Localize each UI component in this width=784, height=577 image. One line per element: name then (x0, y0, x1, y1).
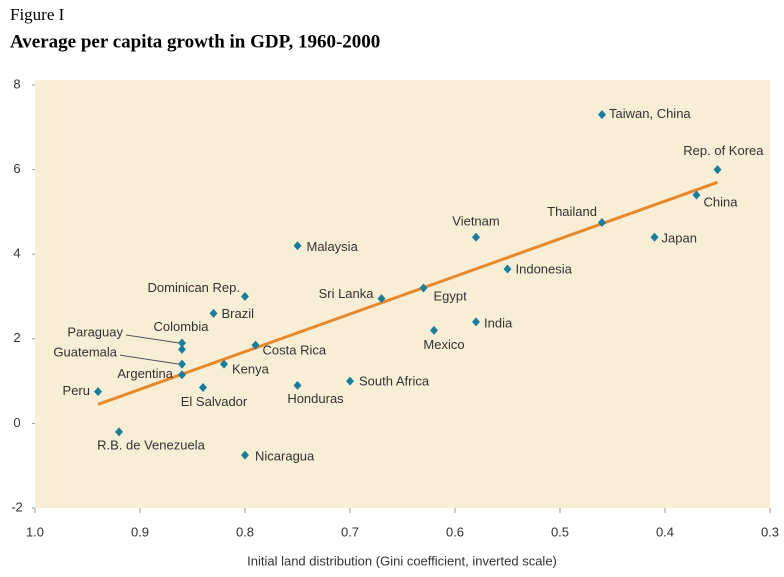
y-tick-label: 0 (13, 415, 20, 430)
point-label: Brazil (222, 306, 255, 321)
point (598, 110, 606, 120)
x-tick-label: 0.5 (551, 524, 569, 539)
point-label: Rep. of Korea (683, 143, 764, 158)
point (293, 241, 302, 251)
point-label: Indonesia (516, 261, 573, 276)
leader-line (119, 354, 180, 365)
point (199, 382, 207, 392)
point (472, 317, 480, 327)
point-label: Paraguay (67, 324, 123, 339)
point-label: Japan (662, 231, 697, 246)
point (713, 165, 722, 175)
point (692, 190, 701, 200)
point (94, 387, 102, 397)
y-tick-label: -2 (11, 499, 23, 514)
point-label: Kenya (232, 362, 270, 377)
point (241, 450, 249, 460)
point-label: Mexico (423, 337, 464, 352)
point-label: Argentina (117, 366, 173, 381)
point-label: Sri Lanka (319, 286, 375, 301)
point-label: Guatemala (53, 345, 117, 360)
point (430, 325, 438, 335)
point (115, 427, 123, 437)
point (209, 308, 218, 318)
point (419, 283, 428, 293)
y-tick-label: 2 (13, 330, 20, 345)
point (178, 359, 186, 369)
point (251, 340, 260, 350)
point-label: Vietnam (452, 214, 499, 229)
point (346, 376, 354, 386)
y-tick-label: 8 (13, 76, 20, 91)
point (178, 344, 186, 354)
point-label: India (484, 315, 513, 330)
point (472, 232, 480, 242)
point-label: Nicaragua (255, 449, 315, 464)
x-tick-label: 1.0 (26, 524, 44, 539)
point (241, 292, 249, 301)
point-label: Taiwan, China (609, 106, 691, 121)
point-label: Colombia (154, 319, 210, 334)
point (503, 264, 512, 274)
x-tick-label: 0.4 (656, 524, 674, 539)
y-tick-label: 6 (13, 161, 20, 176)
point-label: El Salvador (181, 394, 248, 409)
point (598, 217, 606, 227)
point (178, 370, 186, 380)
point-label: Thailand (547, 204, 597, 219)
x-tick-label: 0.6 (446, 524, 464, 539)
x-axis-label: Initial land distribution (Gini coeffici… (247, 553, 557, 568)
point (377, 294, 386, 304)
point (293, 380, 302, 390)
point-label: Costa Rica (263, 343, 327, 358)
point-label: R.B. de Venezuela (97, 437, 205, 452)
y-tick-label: 4 (13, 246, 20, 261)
figure-label: Figure I (10, 5, 65, 24)
x-tick-label: 0.3 (761, 524, 779, 539)
point-label: South Africa (359, 374, 430, 389)
point (650, 232, 659, 242)
x-tick-label: 0.9 (131, 524, 149, 539)
point-label: China (704, 194, 739, 209)
point-label: Honduras (287, 391, 344, 406)
point-label: Peru (63, 383, 90, 398)
leader-line (125, 334, 180, 344)
point-label: Malaysia (307, 239, 359, 254)
point (220, 359, 228, 369)
point-label: Dominican Rep. (148, 280, 241, 295)
x-tick-label: 0.7 (341, 524, 359, 539)
point (178, 338, 186, 348)
x-tick-label: 0.8 (236, 524, 254, 539)
point-label: Egypt (434, 288, 468, 303)
chart-title: Average per capita growth in GDP, 1960-2… (10, 31, 380, 52)
trend-line (97, 180, 719, 406)
